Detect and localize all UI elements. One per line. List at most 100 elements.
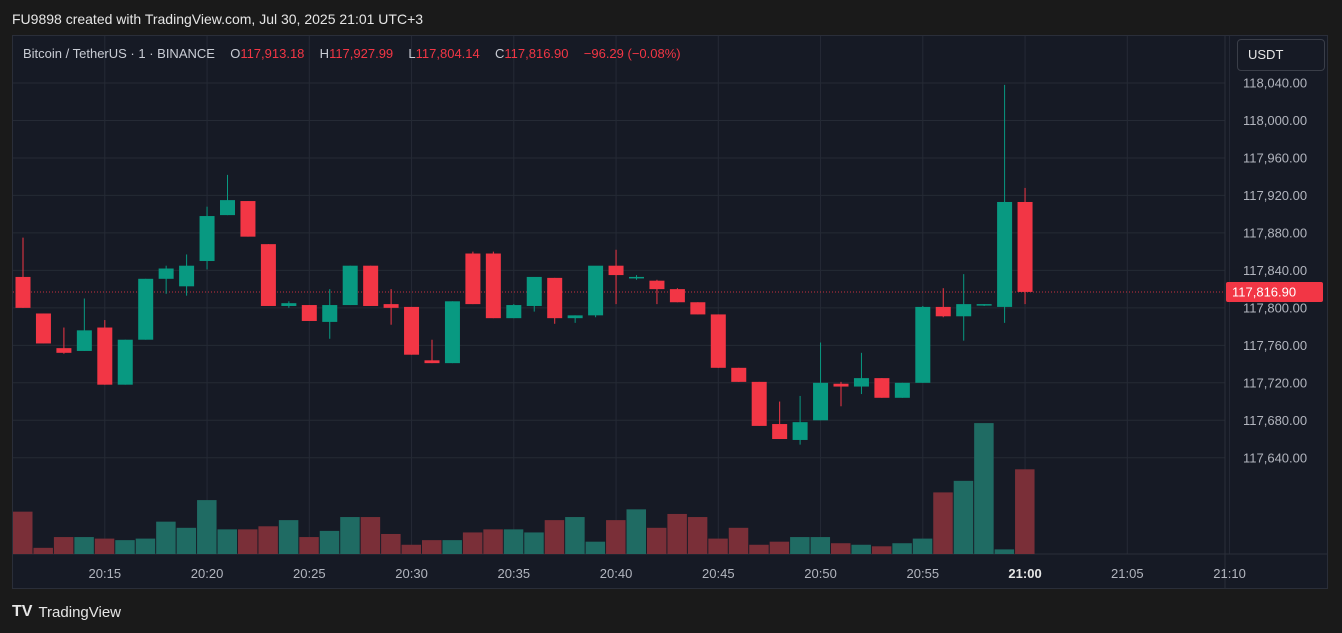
candle-body[interactable] bbox=[731, 367, 747, 382]
volume-bar bbox=[462, 532, 483, 554]
candle-body[interactable] bbox=[220, 200, 235, 216]
candle-body[interactable] bbox=[138, 278, 154, 340]
time-tick-label: 20:30 bbox=[395, 566, 428, 581]
candle-body[interactable] bbox=[894, 382, 910, 398]
candle-body[interactable] bbox=[56, 348, 72, 353]
high-value: 117,927.99 bbox=[329, 46, 394, 61]
candle-body[interactable] bbox=[76, 330, 92, 351]
price-tick-label: 117,840.00 bbox=[1243, 263, 1307, 278]
volume-bar bbox=[1015, 469, 1035, 554]
low-label: L bbox=[408, 46, 416, 61]
candle-body[interactable] bbox=[301, 305, 317, 321]
candle-body[interactable] bbox=[465, 253, 481, 305]
candle-body[interactable] bbox=[547, 277, 563, 319]
candle-body[interactable] bbox=[342, 265, 358, 306]
brand-name[interactable]: TradingView bbox=[38, 603, 121, 621]
price-tick-label: 117,760.00 bbox=[1243, 338, 1307, 353]
candle-body[interactable] bbox=[260, 244, 276, 306]
candle-body[interactable] bbox=[629, 276, 644, 279]
price-tick-label: 118,000.00 bbox=[1243, 113, 1307, 128]
candle-body[interactable] bbox=[240, 201, 256, 237]
high-label: H bbox=[319, 46, 330, 61]
volume-bar bbox=[769, 541, 790, 554]
candle-body[interactable] bbox=[1017, 201, 1033, 292]
candle-body[interactable] bbox=[997, 201, 1013, 307]
candle-body[interactable] bbox=[690, 302, 706, 315]
candle-body[interactable] bbox=[935, 306, 951, 317]
volume-bar bbox=[728, 527, 749, 554]
candle-body[interactable] bbox=[567, 315, 583, 319]
candle-body[interactable] bbox=[772, 424, 788, 440]
volume-bar bbox=[994, 549, 1015, 554]
volume-bar bbox=[933, 492, 953, 554]
open-label: O bbox=[230, 46, 241, 61]
volume-bar bbox=[217, 529, 237, 554]
volume-bar bbox=[340, 517, 360, 554]
time-tick-label: 20:25 bbox=[293, 566, 326, 581]
time-tick-label: 21:00 bbox=[1008, 566, 1041, 581]
candle-body[interactable] bbox=[976, 304, 992, 306]
candle-body[interactable] bbox=[97, 327, 113, 385]
chart-caption: FU9898 created with TradingView.com, Jul… bbox=[12, 11, 424, 27]
volume-bar bbox=[851, 544, 871, 554]
price-tick-label: 117,640.00 bbox=[1243, 450, 1307, 465]
candle-body[interactable] bbox=[710, 314, 726, 368]
volume-bar bbox=[626, 509, 646, 554]
candle-body[interactable] bbox=[669, 289, 685, 303]
price-tick-label: 118,040.00 bbox=[1243, 76, 1307, 91]
close-value: 117,816.90 bbox=[504, 46, 569, 61]
candle-body[interactable] bbox=[404, 306, 420, 355]
candle-body[interactable] bbox=[15, 276, 31, 308]
volume-bar bbox=[831, 543, 851, 554]
candle-body[interactable] bbox=[424, 360, 440, 364]
candle-body[interactable] bbox=[751, 381, 767, 426]
volume-bar bbox=[892, 543, 912, 554]
volume-bar bbox=[544, 520, 565, 554]
symbol-label[interactable]: Bitcoin / TetherUS · 1 · BINANCE bbox=[23, 46, 215, 61]
volume-bar bbox=[442, 540, 462, 554]
candle-body[interactable] bbox=[874, 378, 890, 398]
candle-body[interactable] bbox=[853, 378, 869, 387]
chart-panel[interactable]: 118,040.00 118,000.00 117,960.00 117,920.00… bbox=[12, 35, 1328, 589]
candle-body[interactable] bbox=[117, 339, 133, 385]
volume-bar bbox=[53, 537, 74, 554]
candle-body[interactable] bbox=[915, 306, 931, 383]
volume-bar bbox=[708, 538, 728, 554]
candle-body[interactable] bbox=[485, 253, 501, 319]
candle-body[interactable] bbox=[588, 265, 604, 316]
volume-bar bbox=[13, 511, 33, 554]
volume-bar bbox=[749, 544, 769, 554]
candle-body[interactable] bbox=[813, 382, 829, 421]
time-tick-label: 21:05 bbox=[1111, 566, 1144, 581]
candle-body[interactable] bbox=[649, 280, 665, 290]
candle-body[interactable] bbox=[444, 301, 460, 364]
price-tick-label: 117,680.00 bbox=[1243, 413, 1307, 428]
candle-body[interactable] bbox=[956, 304, 972, 317]
candlestick-chart[interactable]: 118,040.00 118,000.00 117,960.00 117,920.00… bbox=[13, 36, 1327, 588]
candle-body[interactable] bbox=[179, 265, 195, 287]
candle-body[interactable] bbox=[322, 305, 338, 322]
price-tick-label: 117,720.00 bbox=[1243, 375, 1307, 390]
time-tick-label: 21:10 bbox=[1213, 566, 1246, 581]
candle-body[interactable] bbox=[383, 304, 399, 308]
low-value: 117,804.14 bbox=[415, 46, 480, 61]
volume-bar bbox=[974, 423, 994, 554]
candle-body[interactable] bbox=[833, 383, 849, 387]
candle-body[interactable] bbox=[363, 265, 379, 306]
candle-body[interactable] bbox=[608, 265, 624, 276]
time-tick-label: 20:35 bbox=[498, 566, 531, 581]
time-tick-label: 20:15 bbox=[89, 566, 122, 581]
time-tick-label: 20:45 bbox=[702, 566, 735, 581]
candle-body[interactable] bbox=[199, 216, 215, 262]
volume-bar bbox=[319, 530, 340, 554]
candle-body[interactable] bbox=[506, 305, 522, 319]
currency-button[interactable]: USDT bbox=[1237, 39, 1325, 71]
candle-body[interactable] bbox=[526, 276, 542, 306]
candle-body[interactable] bbox=[35, 313, 51, 344]
candle-body[interactable] bbox=[792, 422, 808, 440]
volume-bar bbox=[790, 537, 810, 554]
candle-body[interactable] bbox=[281, 303, 297, 306]
candle-body[interactable] bbox=[158, 268, 174, 279]
volume-bar bbox=[156, 521, 176, 554]
volume-bar bbox=[524, 532, 544, 554]
